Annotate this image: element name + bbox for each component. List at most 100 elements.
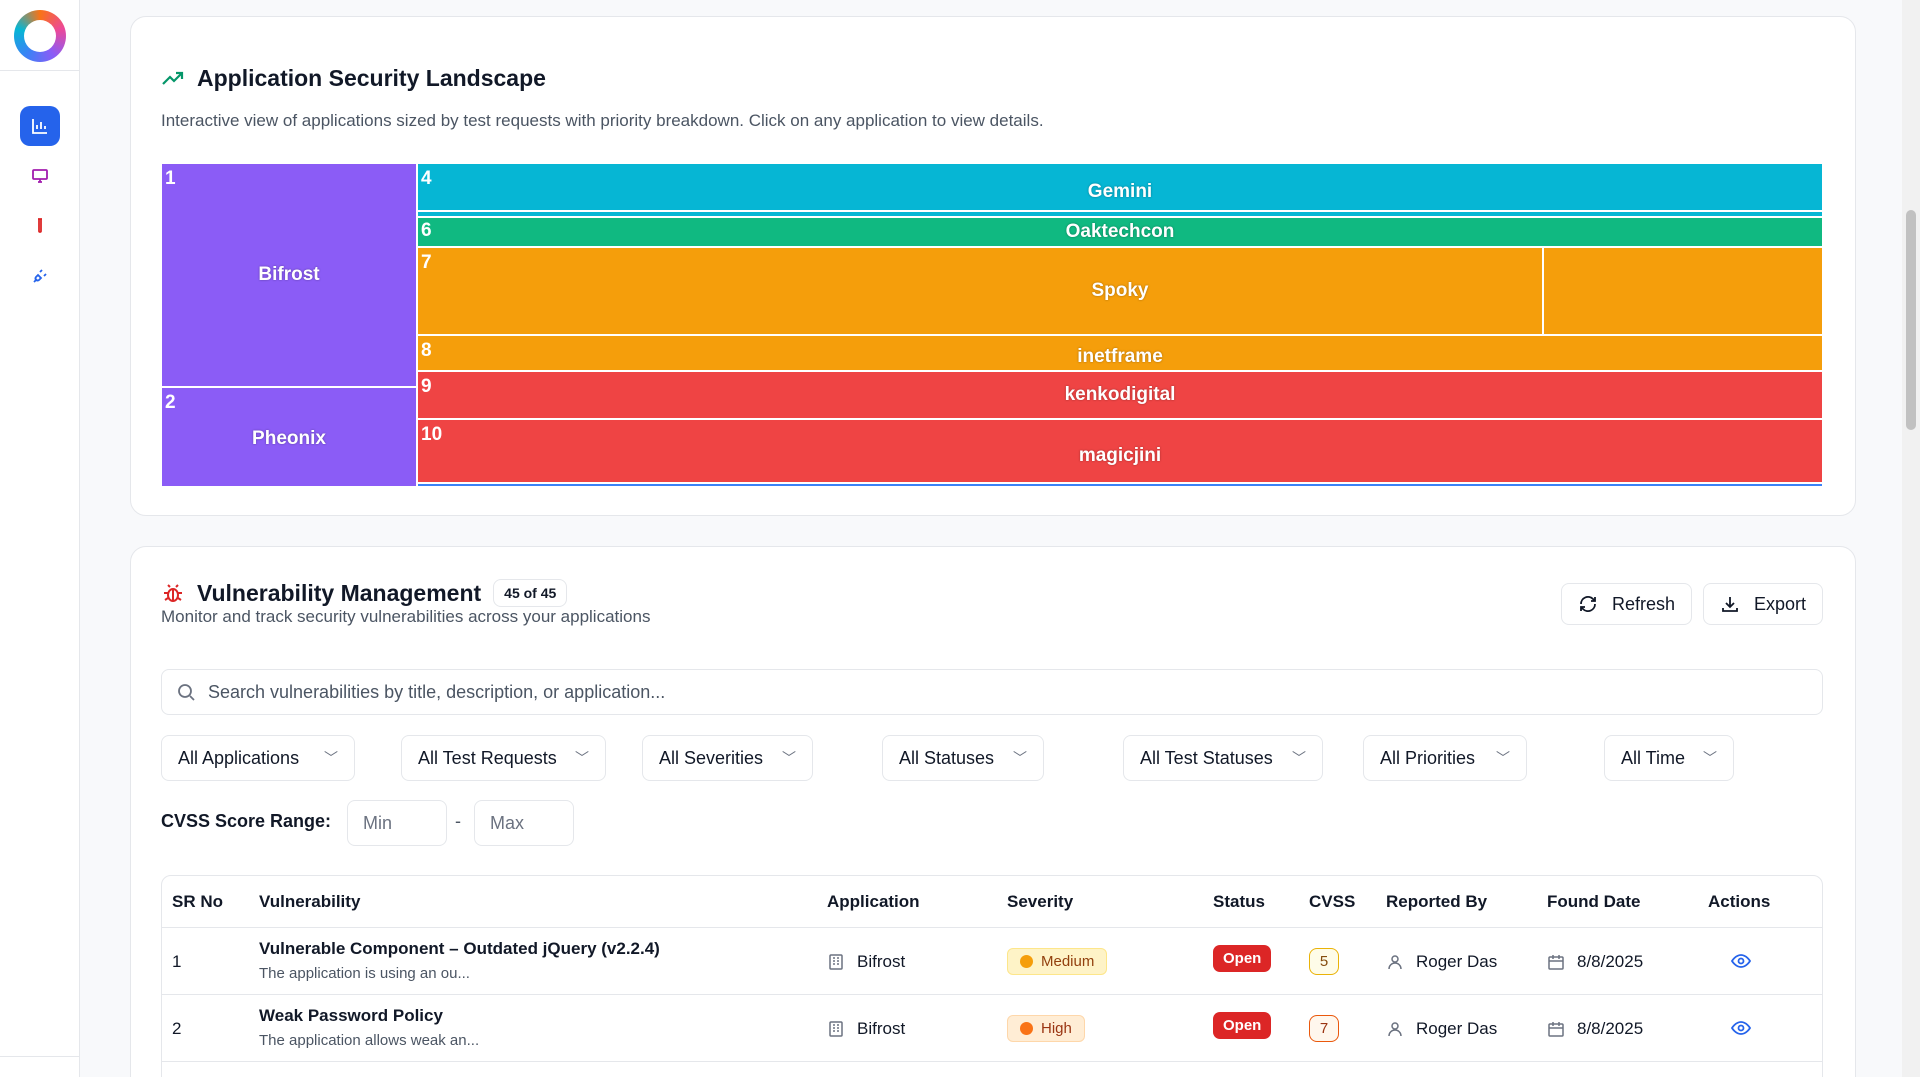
tile-number: 6 [421,220,432,241]
column-header[interactable]: Found Date [1547,892,1641,911]
filter-test-requests[interactable]: All Test Requests ﹀ [401,735,606,781]
severity-badge: High [1007,1015,1085,1042]
landscape-header: Application Security Landscape [161,65,546,92]
filter-label: All Statuses [899,747,995,768]
treemap-tile-oaktechcon[interactable]: 6 Oaktechcon [417,217,1823,247]
treemap-tile-pheonix[interactable]: 2 Pheonix [161,387,417,487]
filter-time[interactable]: All Time ﹀ [1604,735,1734,781]
vulnerability-table: SR No Vulnerability Application Severity… [161,875,1823,1077]
severity-label: Medium [1041,953,1095,970]
page-scrollbar[interactable] [1902,0,1920,1077]
nav-dashboard[interactable] [20,106,60,146]
scrollbar-thumb[interactable] [1906,210,1916,430]
vulnerability-cell: Weak Password Policy The application all… [259,1006,479,1049]
nav-applications[interactable] [20,156,60,196]
filter-applications[interactable]: All Applications ﹀ [161,735,355,781]
treemap-tile-inetframe[interactable]: 8 inetframe [417,335,1823,371]
vulnerability-description: The application is using an ou... [259,965,470,982]
chevron-down-icon: ﹀ [782,750,796,766]
tile-number: 10 [421,424,443,445]
refresh-button[interactable]: Refresh [1561,583,1693,625]
cvss-min-input[interactable] [347,800,447,846]
count-badge: 45 of 45 [493,579,568,607]
date-cell: 8/8/2025 [1547,1019,1643,1039]
vulnerability-title[interactable]: Vulnerable Component – Outdated jQuery (… [259,939,660,958]
column-header[interactable]: Severity [1007,892,1074,911]
tile-label: Bifrost [258,264,320,285]
tile-number: 7 [421,252,432,273]
trending-up-icon [162,71,184,85]
nav-test-requests[interactable] [20,206,60,246]
export-button[interactable]: Export [1703,583,1824,625]
vulnerability-management-card: Vulnerability Management 45 of 45 Monito… [130,546,1856,1077]
tile-number: 1 [165,168,176,189]
chevron-down-icon: ﹀ [1013,750,1027,766]
application-treemap: 1 Bifrost 2 Pheonix 4 Gemini 6 Oaktechco… [161,163,1823,487]
column-header[interactable]: Actions [1708,892,1771,911]
filter-test-statuses[interactable]: All Test Statuses ﹀ [1123,735,1323,781]
app-logo[interactable] [14,10,66,62]
application-name: Bifrost [857,952,906,971]
landscape-title: Application Security Landscape [197,65,546,91]
date-cell: 8/8/2025 [1547,952,1643,972]
security-landscape-card: Application Security Landscape Interacti… [130,16,1856,516]
filter-label: All Test Requests [418,747,557,768]
severity-label: High [1041,1020,1072,1037]
nav-integrations[interactable] [20,256,60,296]
cvss-badge: 7 [1309,1015,1339,1042]
treemap-tile-small[interactable] [417,211,1823,217]
building-icon [829,954,843,970]
treemap-tile-gemini[interactable]: 4 Gemini [417,163,1823,211]
severity-dot-icon [1020,955,1033,968]
vuln-header: Vulnerability Management 45 of 45 [161,579,568,607]
tile-label: Gemini [1087,180,1153,202]
severity-cell: Medium [1007,948,1108,975]
column-header[interactable]: Application [827,892,920,911]
view-button[interactable] [1730,1017,1752,1044]
severity-dot-icon [1020,1022,1033,1035]
search-box[interactable] [161,669,1823,715]
application-cell: Bifrost [827,952,905,972]
tile-number: 8 [421,340,432,361]
tile-number: 9 [421,376,432,397]
filter-label: All Severities [659,747,764,768]
status-badge: Open [1213,945,1272,972]
tile-label: inetframe [1077,346,1163,368]
column-header[interactable]: Status [1213,892,1265,911]
treemap-tile-kenkodigital[interactable]: 9 kenkodigital [417,371,1823,419]
user-icon [1388,955,1402,970]
building-icon [829,1021,843,1037]
filter-priorities[interactable]: All Priorities ﹀ [1363,735,1527,781]
filter-statuses[interactable]: All Statuses ﹀ [882,735,1044,781]
vulnerability-cell: Vulnerable Component – Outdated jQuery (… [259,939,660,982]
cvss-cell: 5 [1309,948,1339,975]
table-row[interactable]: 2 Weak Password Policy The application a… [162,995,1822,1062]
filter-severities[interactable]: All Severities ﹀ [642,735,813,781]
severity-cell: High [1007,1015,1085,1042]
treemap-tile-spoky[interactable]: 7 Spoky [417,247,1543,335]
cvss-max-input[interactable] [474,800,574,846]
treemap-tile-spoky-sub[interactable] [1543,247,1823,335]
sr-number: 1 [172,952,182,971]
sidebar-divider [0,70,80,71]
vulnerability-title[interactable]: Weak Password Policy [259,1006,443,1025]
table-header: SR No Vulnerability Application Severity… [162,876,1822,928]
treemap-tile-small[interactable] [417,483,1823,487]
column-header[interactable]: Reported By [1386,892,1488,911]
vulnerability-description: The application allows weak an... [259,1032,480,1049]
chevron-down-icon: ﹀ [1703,750,1717,766]
treemap-tile-magicjini[interactable]: 10 magicjini [417,419,1823,483]
bug-icon [164,584,182,602]
calendar-icon [1548,1022,1564,1037]
treemap-tile-bifrost[interactable]: 1 Bifrost [161,163,417,387]
search-input[interactable] [208,681,1788,703]
column-header[interactable]: CVSS [1309,892,1356,911]
reporter-cell: Roger Das [1386,952,1497,972]
column-header[interactable]: SR No [172,892,223,911]
column-header[interactable]: Vulnerability [259,892,361,911]
sidebar-divider-bottom [0,1056,80,1057]
view-button[interactable] [1730,950,1752,977]
table-row[interactable]: 1 Vulnerable Component – Outdated jQuery… [162,928,1822,995]
filter-label: All Applications [178,747,300,768]
cvss-cell: 7 [1309,1015,1339,1042]
